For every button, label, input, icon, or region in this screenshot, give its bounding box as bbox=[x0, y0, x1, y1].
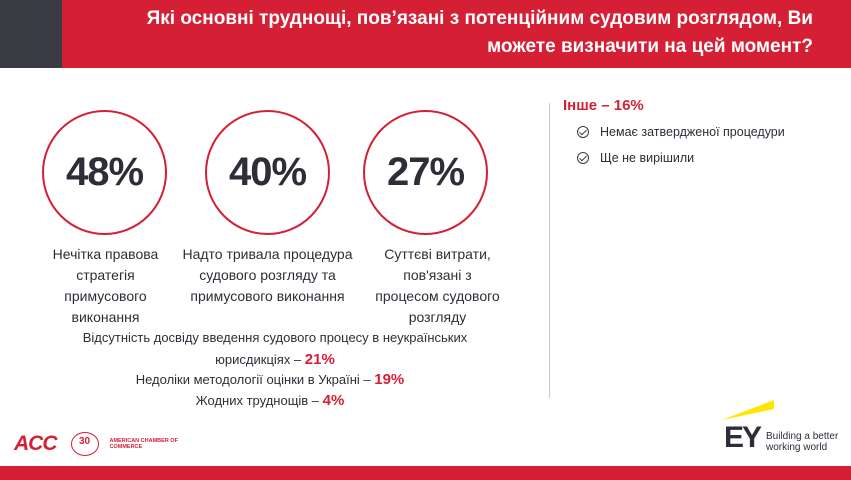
page-title: Які основні труднощі, пов’язані з потенц… bbox=[146, 8, 813, 57]
extra-item-3: Жодних труднощів – 4% bbox=[170, 390, 370, 412]
extra-pct-2: 19% bbox=[374, 371, 405, 388]
stat-caption-1: Нечітка правова стратегія примусового ви… bbox=[52, 246, 159, 325]
stat-value-3: 27% bbox=[386, 150, 465, 194]
extra-text-1: Відсутність досвіду введення судового пр… bbox=[82, 330, 468, 367]
ey-logo: EY Building a better working world bbox=[722, 400, 842, 456]
stat-value-2: 40% bbox=[228, 150, 307, 194]
ey-tagline: Building a better working world bbox=[766, 431, 839, 453]
extra-pct-1: 21% bbox=[304, 351, 335, 368]
ey-letters: EY bbox=[724, 421, 762, 454]
extra-item-1: Відсутність досвіду введення судового пр… bbox=[75, 327, 475, 371]
extra-pct-3: 4% bbox=[322, 392, 345, 409]
extra-text-2: Недоліки методології оцінки в Україні – bbox=[135, 372, 371, 387]
vertical-divider bbox=[549, 103, 550, 398]
extra-item-2: Недоліки методології оцінки в Україні – … bbox=[120, 369, 420, 391]
acc-logo-text: ACC bbox=[14, 432, 57, 455]
other-item-label-2: Ще не вирішили bbox=[600, 151, 695, 165]
other-item-2: Ще не вирішили bbox=[577, 151, 694, 165]
ey-beam-icon bbox=[722, 400, 774, 420]
amcham-text: AMERICAN CHAMBER OF COMMERCE bbox=[109, 437, 178, 451]
other-item-label-1: Немає затвердженої процедури bbox=[600, 125, 785, 139]
other-heading: Інше – 16% bbox=[563, 97, 644, 114]
stat-caption-3: Суттєві витрати, пов'язані з процесом су… bbox=[375, 246, 500, 325]
footer-bar bbox=[0, 466, 851, 480]
header-dark-block bbox=[0, 0, 62, 68]
stat-circle-2: 40% bbox=[205, 110, 330, 235]
header-bar: Які основні труднощі, пов’язані з потенц… bbox=[0, 0, 851, 68]
extra-text-3: Жодних труднощів – bbox=[195, 393, 320, 408]
stat-value-1: 48% bbox=[65, 150, 144, 194]
check-circle-icon bbox=[577, 126, 589, 138]
check-circle-icon bbox=[577, 152, 589, 164]
acc-30-years-seal: 30 bbox=[66, 432, 104, 456]
acc-logo: ACC 30 AMERICAN CHAMBER OF COMMERCE bbox=[14, 430, 180, 458]
stat-circle-1: 48% bbox=[42, 110, 167, 235]
stat-circle-3: 27% bbox=[363, 110, 488, 235]
other-item-1: Немає затвердженої процедури bbox=[577, 125, 785, 139]
stat-caption-2: Надто тривала процедура судового розгляд… bbox=[182, 246, 353, 304]
